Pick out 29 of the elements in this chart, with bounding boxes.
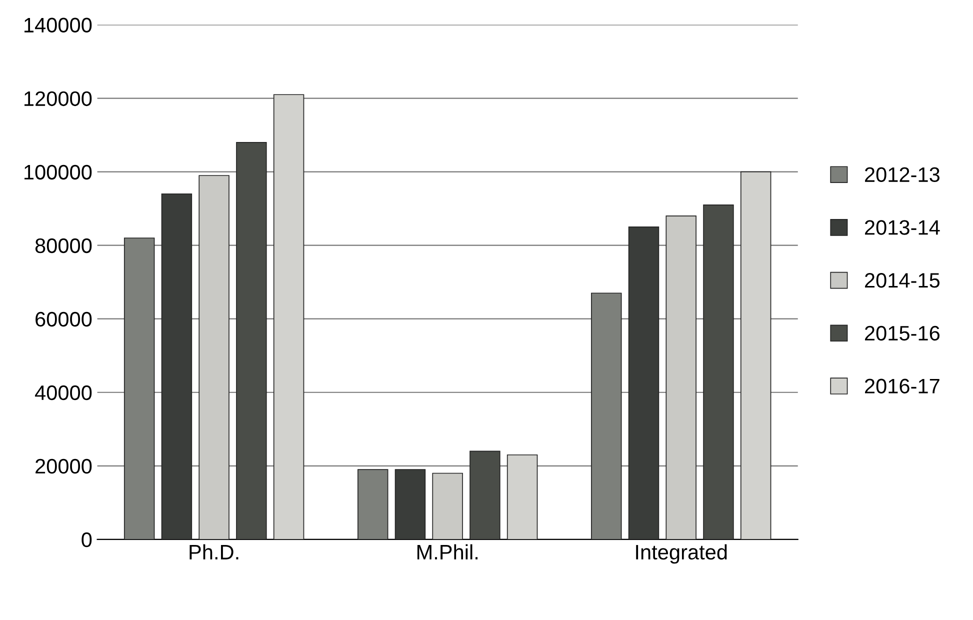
bar xyxy=(236,142,267,540)
bar xyxy=(470,450,500,540)
legend-label: 2014-15 xyxy=(865,272,940,288)
y-tick-label: 100000 xyxy=(24,164,92,180)
bar xyxy=(740,171,772,540)
bar xyxy=(161,193,192,540)
bar xyxy=(432,472,463,540)
x-tick-label: Integrated xyxy=(636,544,727,564)
bar xyxy=(628,226,660,540)
x-tick-label: M.Phil. xyxy=(417,544,478,560)
y-tick-label: 0 xyxy=(82,532,92,548)
bar xyxy=(357,469,388,540)
legend-label: 2016-17 xyxy=(865,378,940,394)
bar xyxy=(198,175,230,540)
bar xyxy=(506,454,538,540)
y-tick-label: 60000 xyxy=(36,312,92,327)
bar xyxy=(666,216,696,540)
bar xyxy=(703,204,734,540)
y-tick-label: 20000 xyxy=(36,458,92,474)
bar xyxy=(273,94,304,540)
y-tick-label: 80000 xyxy=(35,238,92,254)
legend-label: 2015-16 xyxy=(865,326,940,341)
bar xyxy=(394,469,426,540)
legend-label: 2013-14 xyxy=(865,220,940,235)
x-tick-label: Ph.D. xyxy=(190,544,238,560)
y-tick-label: 140000 xyxy=(24,18,92,33)
y-tick-label: 120000 xyxy=(24,91,92,106)
legend-label: 2012-13 xyxy=(865,167,940,182)
y-tick-label: 40000 xyxy=(34,385,92,400)
